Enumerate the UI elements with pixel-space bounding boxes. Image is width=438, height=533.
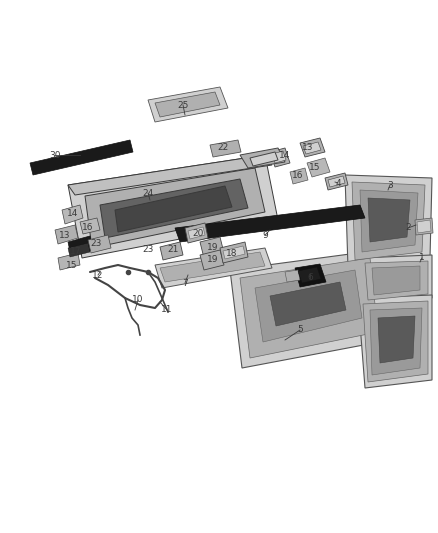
Polygon shape (68, 243, 90, 257)
Text: 15: 15 (309, 164, 321, 173)
Text: 6: 6 (307, 273, 313, 282)
Text: 25: 25 (177, 101, 189, 109)
Text: 17: 17 (70, 247, 82, 256)
Polygon shape (250, 152, 278, 166)
Polygon shape (210, 140, 241, 157)
Polygon shape (303, 142, 321, 154)
Text: 16: 16 (292, 171, 304, 180)
Polygon shape (360, 190, 418, 252)
Text: 30: 30 (49, 150, 61, 159)
Polygon shape (270, 148, 290, 167)
Text: 10: 10 (132, 295, 144, 304)
Polygon shape (175, 205, 365, 242)
Text: 19: 19 (207, 243, 219, 252)
Text: 14: 14 (279, 150, 291, 159)
Text: 14: 14 (67, 208, 79, 217)
Polygon shape (62, 205, 83, 224)
Text: 22: 22 (217, 143, 229, 152)
Polygon shape (80, 218, 100, 234)
Polygon shape (188, 227, 205, 239)
Polygon shape (363, 301, 428, 382)
Polygon shape (270, 282, 346, 326)
Polygon shape (372, 266, 420, 295)
Polygon shape (88, 235, 111, 253)
Polygon shape (285, 270, 300, 282)
Text: 21: 21 (167, 246, 179, 254)
Text: 9: 9 (262, 230, 268, 239)
Polygon shape (68, 155, 278, 258)
Polygon shape (368, 198, 410, 242)
Polygon shape (55, 225, 78, 244)
Polygon shape (155, 92, 220, 117)
Polygon shape (295, 264, 326, 287)
Polygon shape (360, 255, 432, 305)
Polygon shape (417, 220, 431, 233)
Polygon shape (415, 218, 433, 235)
Polygon shape (223, 246, 245, 259)
Text: 4: 4 (335, 179, 341, 188)
Polygon shape (370, 308, 422, 375)
Polygon shape (58, 253, 80, 270)
Text: 12: 12 (92, 271, 104, 279)
Polygon shape (325, 173, 348, 190)
Polygon shape (220, 242, 248, 263)
Polygon shape (345, 175, 432, 268)
Polygon shape (100, 179, 248, 238)
Text: 3: 3 (387, 181, 393, 190)
Polygon shape (352, 182, 425, 260)
Polygon shape (200, 237, 224, 258)
Polygon shape (185, 223, 208, 243)
Text: 7: 7 (182, 279, 188, 287)
Polygon shape (240, 258, 378, 358)
Text: 2: 2 (405, 223, 411, 232)
Polygon shape (272, 151, 286, 163)
Text: 1: 1 (419, 254, 425, 262)
Polygon shape (148, 87, 228, 122)
Polygon shape (68, 155, 272, 195)
Polygon shape (240, 148, 285, 168)
Text: 18: 18 (226, 248, 238, 257)
Polygon shape (298, 267, 321, 283)
Polygon shape (358, 295, 432, 388)
Text: 15: 15 (66, 261, 78, 270)
Polygon shape (68, 236, 93, 256)
Polygon shape (85, 168, 265, 248)
Polygon shape (328, 176, 345, 187)
Polygon shape (155, 248, 272, 288)
Text: 11: 11 (161, 305, 173, 314)
Polygon shape (160, 252, 265, 282)
Text: 13: 13 (59, 230, 71, 239)
Text: 13: 13 (302, 143, 314, 152)
Text: 20: 20 (192, 229, 204, 238)
Polygon shape (30, 140, 133, 175)
Polygon shape (255, 270, 362, 342)
Text: 23: 23 (90, 239, 102, 248)
Polygon shape (290, 168, 308, 184)
Polygon shape (115, 186, 232, 232)
Polygon shape (300, 138, 325, 157)
Text: 23: 23 (142, 246, 154, 254)
Polygon shape (365, 261, 428, 300)
Text: 19: 19 (207, 255, 219, 264)
Polygon shape (230, 250, 390, 368)
Text: 24: 24 (142, 189, 154, 198)
Text: 5: 5 (297, 326, 303, 335)
Polygon shape (307, 158, 330, 177)
Polygon shape (160, 242, 183, 260)
Polygon shape (200, 250, 224, 270)
Polygon shape (378, 316, 415, 363)
Text: 16: 16 (82, 222, 94, 231)
